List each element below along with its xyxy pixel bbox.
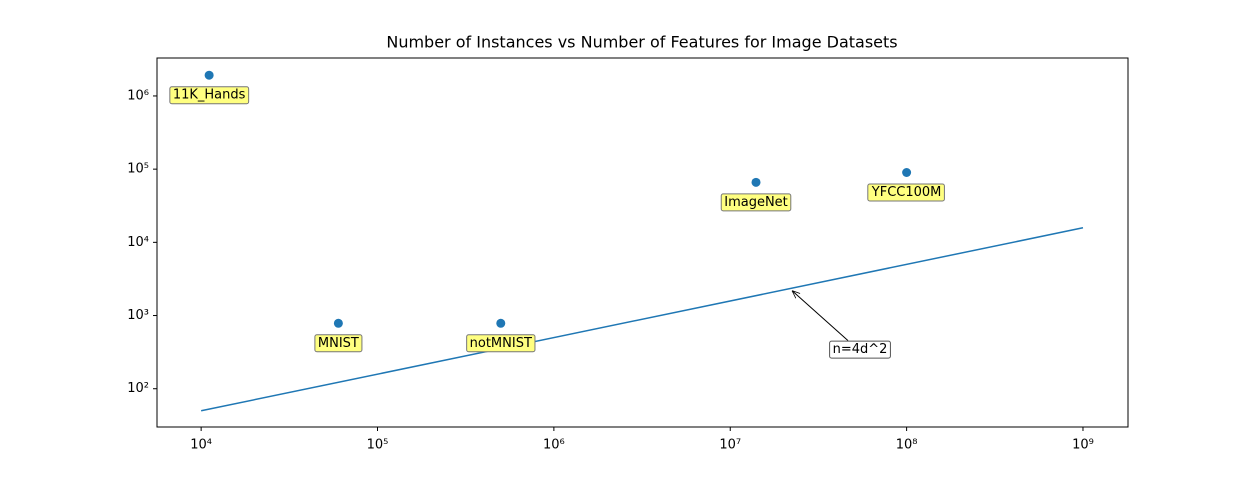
point-label-box (720, 193, 792, 212)
x-tick-label: 10⁷ (719, 438, 741, 453)
point-label-box (867, 183, 945, 202)
x-tick-label: 10⁹ (1072, 438, 1094, 453)
point-label: MNIST (318, 336, 359, 351)
x-tick-label: 10⁶ (543, 438, 565, 453)
x-tick-label: 10⁴ (190, 438, 212, 453)
point (204, 70, 214, 80)
y-tick-label: 10⁵ (127, 162, 149, 177)
point (333, 318, 343, 328)
annotation-arrow (792, 291, 849, 341)
point-label-box (466, 334, 536, 353)
point-label: 11K_Hands (173, 88, 246, 103)
y-tick-label: 10⁴ (127, 235, 149, 250)
point-label: ImageNet (724, 195, 788, 210)
point-label-box (314, 334, 363, 353)
point (496, 318, 506, 328)
point-label-box (169, 86, 250, 105)
point (902, 167, 912, 177)
y-tick-label: 10⁶ (127, 88, 149, 103)
x-tick-label: 10⁵ (367, 438, 389, 453)
y-tick-label: 10² (127, 381, 149, 396)
annotation-box (829, 340, 891, 359)
trend-line (200, 227, 1084, 412)
plot-frame (156, 57, 1129, 428)
point-label: notMNIST (470, 336, 532, 351)
annotation-text: n=4d^2 (833, 342, 888, 357)
point-label: YFCC100M (871, 185, 942, 200)
point (751, 177, 761, 187)
chart-title: Number of Instances vs Number of Feature… (386, 33, 897, 52)
x-tick-label: 10⁸ (896, 438, 918, 453)
y-tick-label: 10³ (127, 308, 149, 323)
